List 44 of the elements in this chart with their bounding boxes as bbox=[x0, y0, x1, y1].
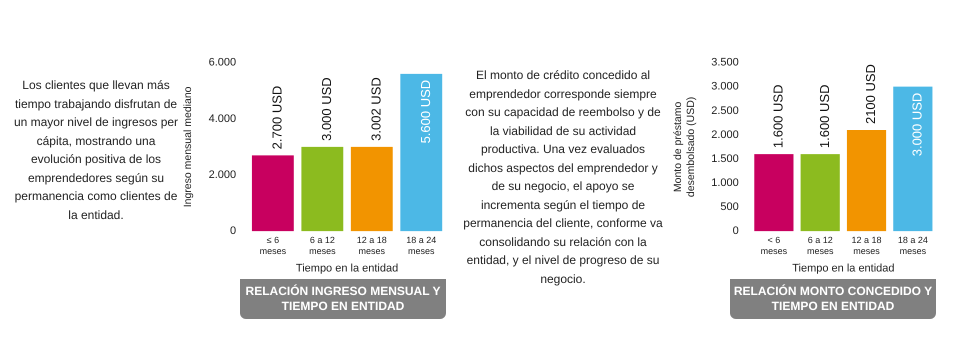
bar bbox=[301, 146, 344, 232]
x-axis-title: Tiempo en la entidad bbox=[792, 262, 895, 274]
x-tick-label: 6 a 12 meses bbox=[806, 235, 834, 256]
y-tick-label: 3.500 bbox=[711, 56, 739, 69]
y-tick-label: 6.000 bbox=[208, 56, 236, 69]
bar bbox=[350, 146, 393, 232]
x-tick-label: < 6 meses bbox=[760, 235, 788, 256]
y-tick-label: 1.000 bbox=[711, 177, 739, 190]
x-axis-title: Tiempo en la entidad bbox=[296, 262, 398, 274]
data-label: 2100 USD bbox=[863, 64, 878, 124]
data-label: 2.700 USD bbox=[269, 86, 284, 150]
text: Los clientes que llevan más tiempo trabajando disfrutan de un mayor nivel de ingresos per cápita, mostrando una evolución positiva de los emprendedores según su permanencia como clientes de la entidad. bbox=[12, 77, 180, 224]
x-tick-label: ≤ 6 meses bbox=[260, 235, 287, 256]
data-label: 3.000 USD bbox=[318, 77, 334, 141]
y-tick-label: 2.500 bbox=[711, 104, 739, 117]
x-tick-label: 12 a 18 meses bbox=[356, 235, 387, 256]
text: RELACIÓN INGRESO MENSUAL Y TIEMPO EN ENTIDAD bbox=[240, 279, 446, 319]
data-label: 5.600 USD bbox=[418, 80, 433, 144]
bar bbox=[252, 155, 294, 232]
x-tick-label: 12 a 18 meses bbox=[852, 235, 882, 256]
y-tick-label: 0 bbox=[230, 225, 236, 238]
x-tick-label: 6 a 12 meses bbox=[309, 235, 336, 256]
bar bbox=[846, 130, 886, 232]
data-label: 3.000 USD bbox=[909, 92, 924, 156]
data-label: 1.600 USD bbox=[770, 84, 786, 148]
y-tick-label: 1.500 bbox=[711, 152, 739, 165]
y-tick-label: 3.000 bbox=[711, 80, 739, 93]
y-tick-label: 2.000 bbox=[711, 128, 739, 141]
y-tick-label: 500 bbox=[720, 201, 739, 214]
y-tick-label: 2.000 bbox=[208, 169, 236, 182]
bar bbox=[800, 154, 840, 232]
data-label: 3.002 USD bbox=[368, 77, 384, 141]
bar bbox=[754, 154, 794, 232]
x-tick-label: 18 a 24 meses bbox=[898, 235, 928, 256]
text: El monto de crédito concedido al emprendedor corresponde siempre con su capacidad de reembolso y de la viabilidad de su actividad productiva. Una vez evaluados dichos aspectos del emprendedor y de su negocio, el apoyo se incrementa según el tiempo de permanencia del cliente, conforme va consolidando su relación con la entidad, y el nivel de progreso de su negocio. bbox=[463, 68, 663, 286]
y-axis-title: Ingreso mensual mediano bbox=[182, 86, 194, 208]
data-label: 1.600 USD bbox=[816, 84, 832, 148]
x-tick-label: 18 a 24 meses bbox=[406, 235, 436, 256]
y-tick-label: 4.000 bbox=[208, 112, 236, 125]
text: RELACIÓN MONTO CONCEDIDO Y TIEMPO EN ENTIDAD bbox=[730, 279, 936, 319]
bar bbox=[400, 74, 442, 232]
y-axis-title: Monto de préstamo desembolsado (USD) bbox=[672, 96, 697, 198]
bar bbox=[893, 86, 932, 232]
y-tick-label: 0 bbox=[732, 225, 739, 238]
